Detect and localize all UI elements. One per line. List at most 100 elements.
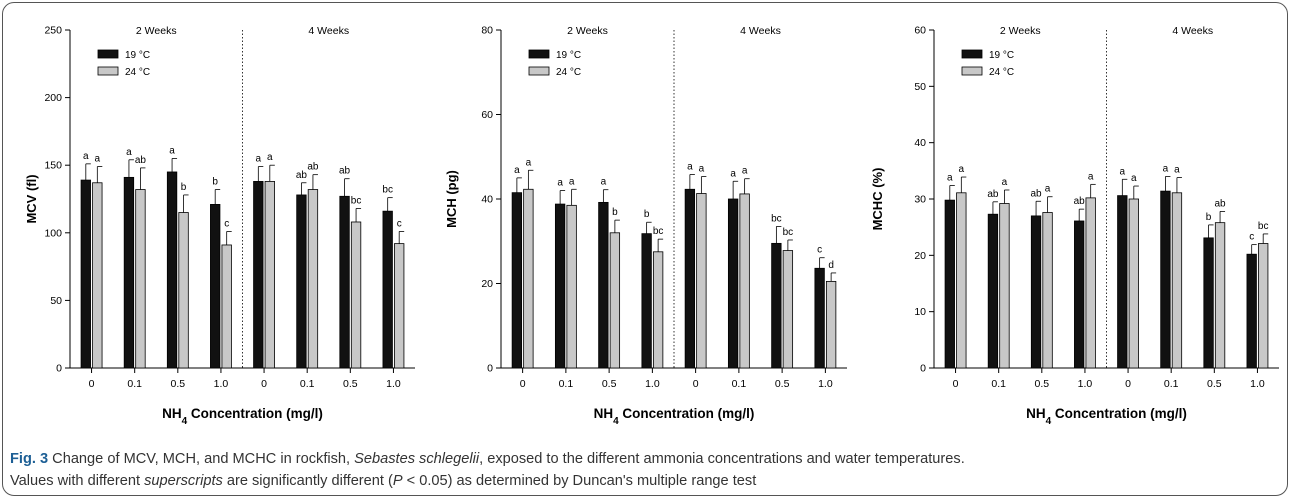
x-tick-label: 0 <box>89 378 95 390</box>
significance-letter: bc <box>351 195 362 206</box>
significance-letter: ab <box>987 189 999 200</box>
caption-superscripts: superscripts <box>144 473 223 489</box>
significance-letter: bc <box>771 213 782 224</box>
y-tick-label: 20 <box>914 250 926 262</box>
bar-24c <box>1171 192 1183 369</box>
bar-24c <box>1042 212 1053 369</box>
significance-letter: bc <box>382 185 393 196</box>
significance-letter: ab <box>307 162 319 173</box>
x-tick-label: 0.1 <box>559 378 574 390</box>
significance-letter: a <box>730 168 736 179</box>
significance-letter: a <box>169 145 175 156</box>
significance-letter: a <box>601 177 607 188</box>
bar-19c <box>1203 237 1214 369</box>
x-tick-label: 0.1 <box>127 378 142 390</box>
caption-line-1: Fig. 3 Change of MCV, MCH, and MCHC in r… <box>10 448 1282 470</box>
x-tick-label: 0 <box>953 378 959 390</box>
significance-letter: a <box>569 176 575 187</box>
significance-letter: a <box>256 154 262 165</box>
bar-19c <box>554 203 566 369</box>
bar-19c <box>123 176 135 369</box>
bar-19c <box>1074 220 1085 369</box>
bar-24c <box>739 193 750 369</box>
bar-19c <box>641 233 652 369</box>
y-tick-label: 60 <box>914 25 926 37</box>
bar-19c <box>771 242 782 369</box>
significance-letter: a <box>1120 166 1126 177</box>
bar-24c <box>350 221 362 369</box>
bar-19c <box>166 171 178 369</box>
bar-24c <box>221 244 232 369</box>
x-tick-label: 0.5 <box>775 378 790 390</box>
significance-letter: a <box>514 165 520 176</box>
significance-letter: ab <box>135 155 147 166</box>
y-tick-label: 50 <box>914 81 926 93</box>
bar-19c <box>814 267 825 369</box>
bar-19c <box>1030 215 1042 369</box>
y-axis-label: MCV (fl) <box>24 174 39 223</box>
bar-24c <box>1214 222 1226 369</box>
bar-24c <box>609 232 621 369</box>
x-tick-label: 0.1 <box>732 378 747 390</box>
x-tick-label: 0.5 <box>1207 378 1222 390</box>
x-tick-label: 1.0 <box>214 378 229 390</box>
significance-letter: b <box>1206 212 1212 223</box>
x-tick-label: 0.1 <box>1164 378 1179 390</box>
bar-24c <box>135 189 146 369</box>
bar-19c <box>339 195 350 369</box>
y-axis-label: MCH (pg) <box>444 170 459 228</box>
x-tick-label: 0.5 <box>1035 378 1050 390</box>
y-tick-label: 40 <box>481 194 493 206</box>
legend-swatch-19c <box>961 49 983 59</box>
legend-label: 19 °C <box>125 50 150 61</box>
legend-swatch-24c <box>97 66 119 76</box>
significance-letter: ab <box>296 170 308 181</box>
x-tick-label: 0.5 <box>343 378 358 390</box>
legend-label: 24 °C <box>989 67 1014 78</box>
significance-letter: ab <box>1031 188 1043 199</box>
bar-19c <box>210 204 221 369</box>
caption-p: P <box>392 473 403 489</box>
bar-24c <box>696 193 707 369</box>
significance-letter: d <box>828 260 834 271</box>
significance-letter: a <box>1163 163 1169 174</box>
x-tick-label: 0 <box>693 378 699 390</box>
caption-species: Sebastes schlegelii <box>354 451 480 467</box>
bar-24c <box>999 203 1010 369</box>
panel-label: 2 Weeks <box>1000 25 1041 37</box>
y-tick-label: 150 <box>44 160 62 172</box>
significance-letter: b <box>612 207 618 218</box>
significance-letter: a <box>126 147 132 158</box>
figure-caption: Fig. 3 Change of MCV, MCH, and MCHC in r… <box>10 448 1282 492</box>
panel-label: 2 Weeks <box>136 25 177 37</box>
bar-24c <box>825 280 837 369</box>
significance-letter: a <box>1002 177 1008 188</box>
panel-label: 4 Weeks <box>308 25 349 37</box>
legend-swatch-24c <box>528 66 550 76</box>
legend-swatch-19c <box>97 49 119 59</box>
significance-letter: b <box>212 177 218 188</box>
bar-19c <box>253 181 264 369</box>
panel-label: 4 Weeks <box>1172 25 1213 37</box>
bar-24c <box>956 192 967 369</box>
x-tick-label: 0.1 <box>991 378 1006 390</box>
legend-swatch-24c <box>961 66 983 76</box>
y-tick-label: 0 <box>56 363 62 375</box>
significance-letter: ab <box>1074 196 1086 207</box>
y-tick-label: 60 <box>481 109 493 121</box>
bar-24c <box>652 251 664 369</box>
significance-letter: ab <box>339 166 351 177</box>
x-tick-label: 0 <box>261 378 267 390</box>
bar-19c <box>382 210 393 369</box>
bar-24c <box>264 181 275 369</box>
caption-text-2: , exposed to the different ammonia conce… <box>479 451 965 467</box>
legend-label: 24 °C <box>125 67 150 78</box>
bar-19c <box>684 188 696 369</box>
significance-letter: a <box>95 154 101 165</box>
bar-24c <box>178 212 189 369</box>
significance-letter: a <box>947 172 953 183</box>
bar-19c <box>727 198 739 369</box>
